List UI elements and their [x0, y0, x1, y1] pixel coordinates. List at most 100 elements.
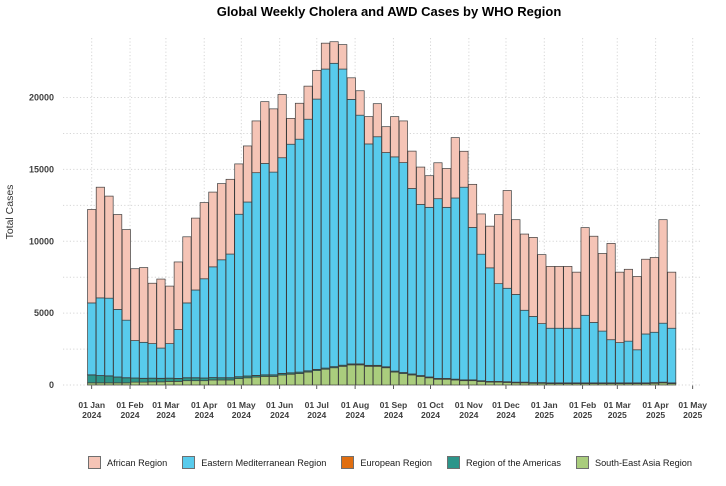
x-tick-label: 2025 [646, 410, 665, 420]
x-tick-label: 2024 [459, 410, 478, 420]
bar-segment-african-region [606, 243, 616, 341]
bar-segment-region-of-the-americas [191, 377, 201, 382]
x-tick-label: 01 Feb [569, 400, 596, 410]
bar-segment-south-east-asia-region [407, 374, 417, 386]
x-tick-label: 2024 [82, 410, 101, 420]
legend-label: Region of the Americas [465, 457, 561, 468]
bar-segment-south-east-asia-region [329, 367, 339, 386]
bar-segment-african-region [502, 190, 512, 289]
bar-segment-eastern-mediterranean-region [251, 172, 261, 376]
bar-segment-eastern-mediterranean-region [632, 349, 642, 384]
bar-segment-region-of-the-americas [95, 375, 105, 384]
legend-item-region-of-the-americas: Region of the Americas [446, 456, 561, 469]
legend-swatch-african-region [88, 456, 102, 469]
bar-segment-eastern-mediterranean-region [554, 327, 564, 384]
bar-segment-african-region [390, 116, 400, 158]
bar-segment-african-region [537, 254, 547, 324]
bar-segment-eastern-mediterranean-region [502, 287, 512, 383]
legend-item-eastern-mediterranean-region: Eastern Mediterranean Region [182, 456, 326, 469]
bar-segment-south-east-asia-region [191, 380, 201, 386]
x-tick-label: 01 Apr [191, 400, 218, 410]
bar-segment-eastern-mediterranean-region [320, 68, 330, 369]
bar-segment-eastern-mediterranean-region [95, 297, 105, 376]
bar-segment-eastern-mediterranean-region [364, 143, 374, 366]
bar-segment-eastern-mediterranean-region [580, 314, 590, 384]
bar-segment-african-region [355, 90, 365, 116]
bar-segment-region-of-the-americas [121, 377, 131, 384]
legend-swatch-south-east-asia-region [575, 456, 589, 469]
bar-segment-african-region [312, 69, 322, 100]
bar-segment-south-east-asia-region [294, 373, 304, 386]
bar-segment-region-of-the-americas [173, 378, 183, 382]
bar-segment-african-region [658, 219, 668, 324]
bar-segment-african-region [571, 271, 581, 329]
bar-segment-south-east-asia-region [485, 381, 495, 386]
bar-segment-african-region [563, 266, 573, 329]
bar-segment-south-east-asia-region [156, 381, 166, 386]
bar-segment-eastern-mediterranean-region [208, 266, 218, 378]
bar-segment-eastern-mediterranean-region [312, 98, 322, 370]
bar-segment-eastern-mediterranean-region [511, 294, 521, 383]
bar-segment-south-east-asia-region [364, 365, 374, 386]
bar-segment-region-of-the-americas [130, 377, 140, 383]
bar-segment-eastern-mediterranean-region [243, 201, 253, 377]
bar-segment-region-of-the-americas [165, 377, 175, 382]
bar-segment-eastern-mediterranean-region [424, 206, 434, 378]
bar-segment-african-region [243, 145, 253, 203]
bar-segment-eastern-mediterranean-region [277, 157, 287, 374]
x-tick-label: 01 Mar [152, 400, 180, 410]
x-tick-label: 01 Jan [78, 400, 105, 410]
bar-segment-african-region [165, 285, 175, 344]
bar-segment-eastern-mediterranean-region [589, 322, 599, 384]
bar-segment-african-region [468, 183, 478, 228]
bar-segment-eastern-mediterranean-region [450, 197, 460, 380]
bar-segment-eastern-mediterranean-region [268, 171, 278, 376]
x-tick-label: 01 Oct [417, 400, 443, 410]
bar-segment-south-east-asia-region [459, 380, 469, 386]
bar-segment-african-region [528, 237, 538, 317]
bar-segment-eastern-mediterranean-region [528, 316, 538, 383]
bar-segment-african-region [494, 214, 504, 285]
legend: African Region Eastern Mediterranean Regi… [0, 456, 726, 469]
bar-segment-african-region [329, 41, 339, 64]
x-tick-label: 01 Nov [455, 400, 483, 410]
y-tick-label: 20000 [29, 93, 54, 103]
bar-segment-eastern-mediterranean-region [173, 329, 183, 379]
bar-segment-eastern-mediterranean-region [597, 330, 607, 384]
bar-segment-african-region [476, 213, 486, 255]
bar-segment-south-east-asia-region [320, 368, 330, 386]
legend-label: European Region [360, 457, 432, 468]
bar-segment-south-east-asia-region [502, 382, 512, 386]
bar-segment-african-region [632, 276, 642, 351]
y-tick-label: 10000 [29, 236, 54, 246]
bar-segment-region-of-the-americas [139, 378, 149, 383]
bar-segment-eastern-mediterranean-region [459, 186, 469, 381]
bar-segment-african-region [87, 209, 97, 304]
bar-segment-african-region [511, 219, 521, 295]
bar-segment-south-east-asia-region [303, 371, 313, 386]
bar-segment-eastern-mediterranean-region [649, 331, 659, 383]
bar-segment-african-region [130, 268, 140, 341]
bar-segment-african-region [173, 261, 183, 330]
bar-segment-eastern-mediterranean-region [294, 138, 304, 373]
x-tick-label: 01 Mar [604, 400, 632, 410]
bar-segment-south-east-asia-region [424, 377, 434, 386]
bar-segment-eastern-mediterranean-region [225, 253, 235, 379]
bar-segment-african-region [182, 236, 192, 304]
bar-segment-eastern-mediterranean-region [468, 227, 478, 381]
bar-segment-african-region [416, 166, 426, 205]
legend-label: Eastern Mediterranean Region [201, 457, 327, 468]
x-tick-label: 01 Aug [341, 400, 369, 410]
bar-segment-south-east-asia-region [173, 381, 183, 386]
bar-segment-eastern-mediterranean-region [416, 204, 426, 376]
bar-segment-south-east-asia-region [260, 376, 270, 386]
bar-segment-african-region [234, 163, 244, 215]
bar-segment-eastern-mediterranean-region [606, 339, 616, 384]
x-tick-label: 01 Sep [380, 400, 408, 410]
bar-segment-african-region [623, 268, 633, 342]
bar-segment-african-region [104, 195, 114, 299]
x-tick-label: 01 Apr [642, 400, 669, 410]
bar-segment-african-region [641, 258, 651, 335]
bar-segment-african-region [597, 253, 607, 332]
